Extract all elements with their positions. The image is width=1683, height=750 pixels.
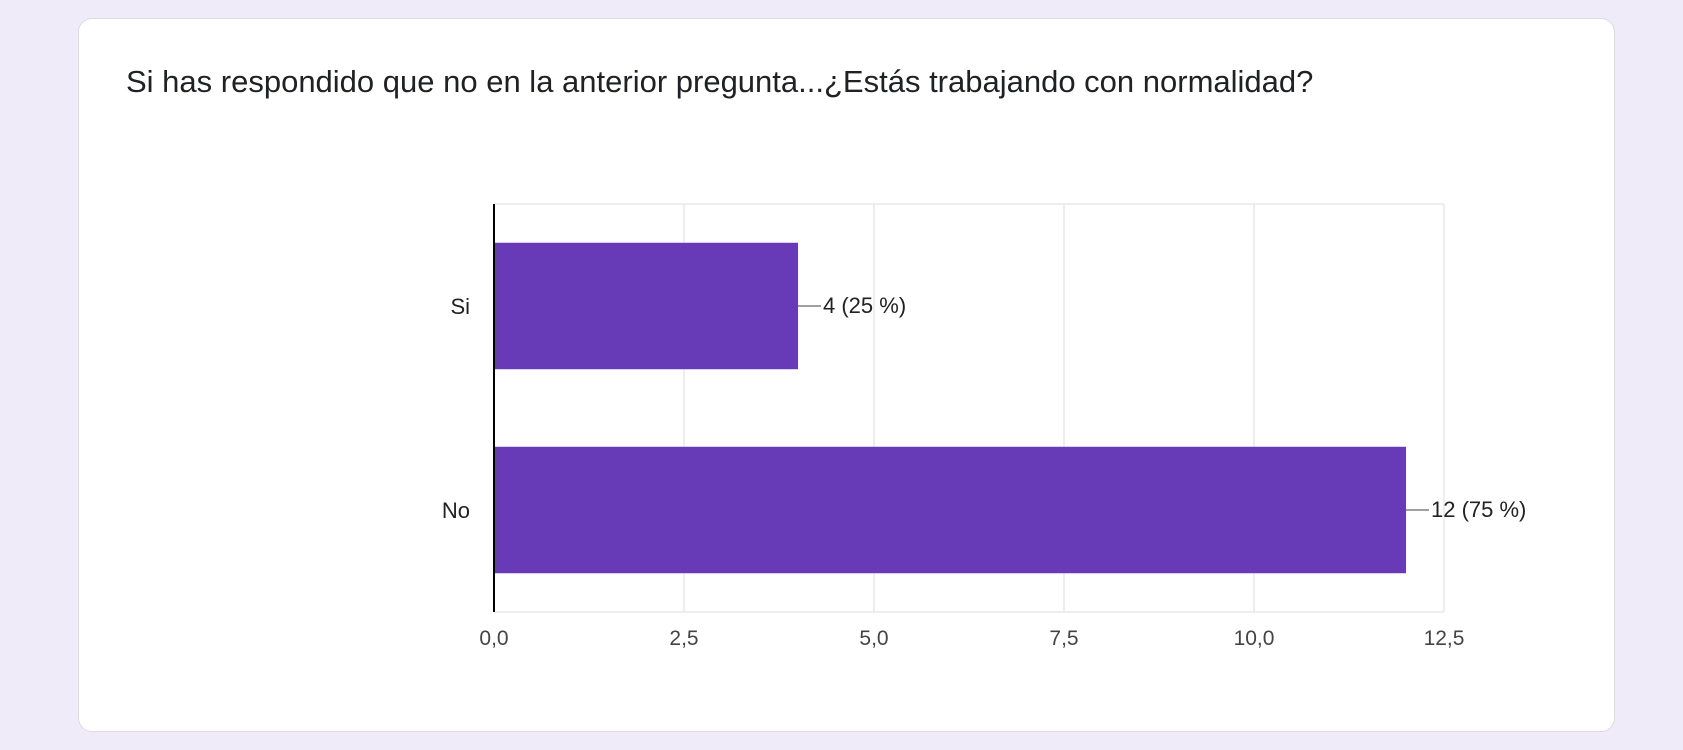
data-label: 12 (75 %) <box>1431 497 1526 522</box>
question-card <box>78 18 1615 732</box>
x-tick-label: 2,5 <box>669 627 698 650</box>
x-tick-label: 0,0 <box>479 627 508 650</box>
chart-labels: 0,0 2,5 5,0 7,5 10,0 12,5 4 (25 %) Si 12 (75 %) N… <box>442 293 1527 650</box>
data-label: 4 (25 %) <box>823 293 906 318</box>
x-tick-label: 12,5 <box>1424 627 1465 650</box>
category-label: No <box>442 498 470 523</box>
bar-si <box>494 242 798 370</box>
x-tick-label: 7,5 <box>1049 627 1078 650</box>
x-tick-label: 10,0 <box>1234 627 1275 650</box>
question-title: Si has respondido que no en la anterior … <box>126 64 1314 99</box>
category-label: Si <box>450 294 470 319</box>
bar-no <box>494 446 1406 574</box>
chart-bars <box>494 242 1406 574</box>
x-tick-label: 5,0 <box>859 627 888 650</box>
